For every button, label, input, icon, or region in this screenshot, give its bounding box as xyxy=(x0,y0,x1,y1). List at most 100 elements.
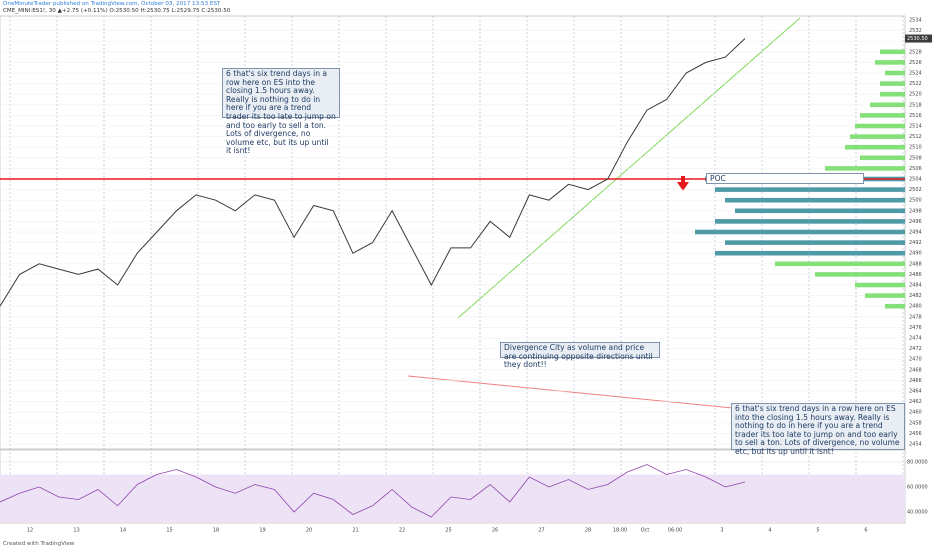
y-tick-label: 2504 xyxy=(909,177,922,183)
x-tick-label: 13 xyxy=(73,528,79,534)
y-tick-label: 2500 xyxy=(909,198,922,204)
y-tick-label: 2494 xyxy=(909,230,922,236)
y-tick-label: 2522 xyxy=(909,81,922,87)
profile-bar xyxy=(855,123,905,129)
x-tick-label: 20 xyxy=(306,528,312,534)
y-tick-label: 2456 xyxy=(909,431,922,437)
annotation: Divergence City as volume and price are … xyxy=(500,342,660,369)
x-tick-label: 15 xyxy=(166,528,172,534)
profile-bar xyxy=(725,240,905,245)
x-tick-label: 28 xyxy=(585,528,591,534)
profile-bar xyxy=(855,282,905,288)
y-tick-label: 2534 xyxy=(909,18,922,24)
profile-bar xyxy=(825,166,905,171)
profile-bar xyxy=(875,60,905,65)
x-tick-label: 21 xyxy=(352,528,358,534)
profile-bar xyxy=(715,219,905,224)
x-tick-label: 22 xyxy=(399,528,405,534)
x-tick-label: Oct xyxy=(641,528,650,534)
y-tick-label: 2470 xyxy=(909,357,922,363)
y-tick-label: 2478 xyxy=(909,314,922,320)
profile-bar xyxy=(735,208,905,214)
y-tick-label: 2532 xyxy=(909,28,922,34)
x-tick-label: 5 xyxy=(816,528,819,534)
y-tick-label: 2462 xyxy=(909,399,922,405)
y-tick-label: 2466 xyxy=(909,378,922,384)
x-tick-label: 18 xyxy=(213,528,219,534)
profile-bar xyxy=(715,250,905,256)
profile-bar xyxy=(815,272,905,277)
price-line xyxy=(0,38,746,307)
y-tick-label: 2514 xyxy=(909,124,922,130)
annotation: 6 that's six trend days in a row here on… xyxy=(731,403,905,456)
profile-bar xyxy=(885,303,905,309)
y-tick-label: 2488 xyxy=(909,261,922,267)
symbol-info: CME_MINI:ES1!, 30 ▲+2.75 (+0.11%) O:2530… xyxy=(3,8,231,14)
y-tick-label: 2498 xyxy=(909,208,922,214)
y-tick-label: 2506 xyxy=(909,166,922,172)
y-tick-label: 2520 xyxy=(909,92,922,98)
profile-bar xyxy=(880,81,905,86)
x-tick-label: 06:00 xyxy=(668,528,682,534)
rsi-band xyxy=(0,474,905,522)
y-tick-label: 2460 xyxy=(909,410,922,416)
profile-bar xyxy=(860,113,905,118)
y-tick-label: 2474 xyxy=(909,336,922,342)
y-tick-label: 2486 xyxy=(909,272,922,278)
y-tick-label: 2518 xyxy=(909,102,922,108)
y-tick-label: 2490 xyxy=(909,251,922,257)
y-tick-label: 2458 xyxy=(909,420,922,426)
last-price-box xyxy=(905,34,932,43)
y-tick-label: 2480 xyxy=(909,304,922,310)
y-tick-label: 2476 xyxy=(909,325,922,331)
profile-bar xyxy=(850,134,905,139)
rsi-tick-label: 80.0000 xyxy=(907,460,928,466)
arrow xyxy=(677,176,689,191)
publisher: OneMinuteTrader published on TradingView… xyxy=(3,1,221,7)
trend-line xyxy=(457,17,801,319)
annotation: POC xyxy=(706,173,864,184)
x-tick-label: 14 xyxy=(120,528,126,534)
profile-bar xyxy=(715,187,905,192)
profile-bar xyxy=(870,102,905,108)
profile-bar xyxy=(695,229,905,235)
x-tick-label: 12 xyxy=(27,528,33,534)
last-price-label: 2530.50 xyxy=(907,36,928,42)
y-tick-label: 2526 xyxy=(909,60,922,66)
y-tick-label: 2464 xyxy=(909,389,922,395)
y-tick-label: 2492 xyxy=(909,240,922,246)
x-tick-label: 19 xyxy=(259,528,265,534)
x-tick-label: 27 xyxy=(538,528,544,534)
profile-bar xyxy=(845,144,905,150)
profile-bar xyxy=(865,293,905,298)
profile-bar xyxy=(880,91,905,97)
y-tick-label: 2468 xyxy=(909,367,922,373)
rsi-line xyxy=(0,464,746,518)
y-tick-label: 2512 xyxy=(909,134,922,140)
annotation: 6 that's six trend days in a row here on… xyxy=(222,68,340,155)
y-tick-label: 2510 xyxy=(909,145,922,151)
profile-bar xyxy=(725,197,905,203)
y-tick-label: 2472 xyxy=(909,346,922,352)
y-tick-label: 2528 xyxy=(909,49,922,55)
x-tick-label: 25 xyxy=(445,528,451,534)
profile-bar xyxy=(885,70,905,76)
x-tick-label: 18:00 xyxy=(613,528,627,534)
x-tick-label: 6 xyxy=(864,528,867,534)
y-tick-label: 2484 xyxy=(909,283,922,289)
rsi-tick-label: 60.0000 xyxy=(907,485,928,491)
y-tick-label: 2516 xyxy=(909,113,922,119)
y-tick-label: 2524 xyxy=(909,71,922,77)
profile-bar xyxy=(880,49,905,55)
x-tick-label: 4 xyxy=(768,528,771,534)
y-tick-label: 2454 xyxy=(909,442,922,448)
y-tick-label: 2482 xyxy=(909,293,922,299)
y-tick-label: 2502 xyxy=(909,187,922,193)
profile-bar xyxy=(860,155,905,161)
footer: Created with TradingView xyxy=(3,541,75,547)
y-tick-label: 2508 xyxy=(909,155,922,161)
x-tick-label: 3 xyxy=(720,528,723,534)
rsi-tick-label: 40.0000 xyxy=(907,510,928,516)
